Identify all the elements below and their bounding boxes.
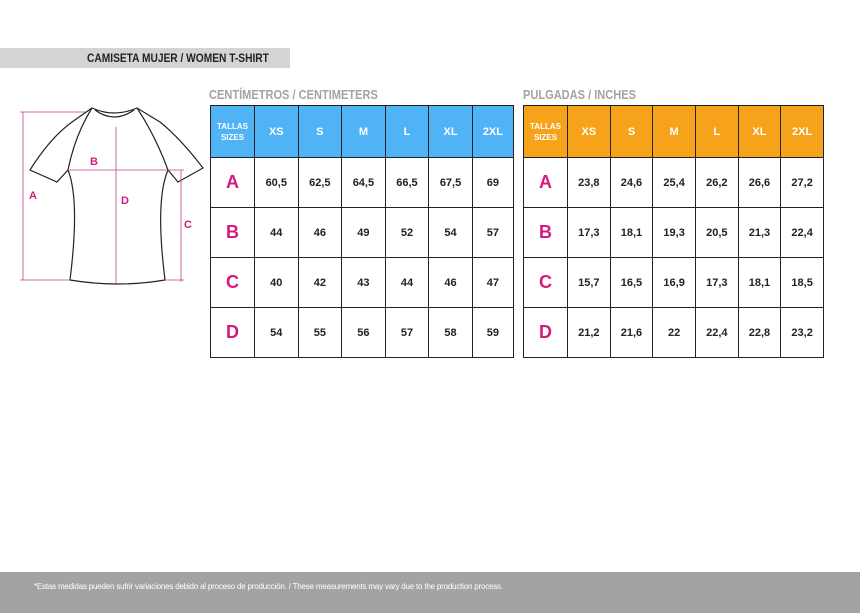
table-cell: 19,3 [652,207,696,258]
size-header: XS [254,105,299,158]
table-cell: 18,1 [609,207,654,258]
footer: *Estas medidas pueden sufrir variaciones… [0,572,860,613]
size-header: S [609,105,654,158]
measure-label: B [210,207,255,258]
size-header: 2XL [471,105,515,158]
table-cell: 17,3 [694,257,739,308]
table-cell: 18,5 [780,257,824,308]
table-row: B 44 46 49 52 54 57 [210,207,515,258]
tshirt-diagram: A B C D [20,107,204,285]
table-cell: 54 [428,207,473,258]
table-cell: 66,5 [384,157,430,208]
table-cell: 69 [471,157,515,208]
label-d: D [121,195,129,207]
measure-label: B [523,207,568,258]
table-row: B 17,3 18,1 19,3 20,5 21,3 22,4 [523,207,824,258]
cm-title: CENTÍMETROS / CENTIMETERS [209,87,378,102]
table-cell: 55 [297,307,343,358]
measure-label: C [523,257,568,308]
table-cell: 62,5 [297,157,343,208]
size-header: L [694,105,739,158]
cm-table: TALLAS SIZES XS S M L XL 2XL A 60,5 62,5 64,5 66,5 67… [210,105,515,358]
table-row: C 15,7 16,5 16,9 17,3 18,1 18,5 [523,257,824,308]
table-cell: 44 [384,257,430,308]
measure-label: A [523,157,568,208]
table-cell: 42 [297,257,343,308]
table-cell: 49 [341,207,386,258]
size-header: L [384,105,430,158]
size-header: M [341,105,386,158]
table-cell: 15,7 [567,257,611,308]
inches-table: TALLAS SIZES XS S M L XL 2XL A 23,8 24,6 25,4 26,2 26… [523,105,824,358]
table-cell: 22,8 [737,307,782,358]
size-header: XS [567,105,611,158]
table-cell: 58 [428,307,473,358]
header-row: TALLAS SIZES XS S M L XL 2XL [210,105,515,158]
tshirt-outline [29,107,204,285]
sizes-header: TALLAS SIZES [210,105,255,158]
table-row: D 54 55 56 57 58 59 [210,307,515,358]
label-b: B [90,156,98,168]
footnote: *Estas medidas pueden sufrir variaciones… [34,582,503,591]
table-row: D 21,2 21,6 22 22,4 22,8 23,2 [523,307,824,358]
table-cell: 16,9 [652,257,696,308]
table-cell: 64,5 [341,157,386,208]
table-cell: 18,1 [737,257,782,308]
measure-lines [20,111,184,285]
table-cell: 59 [471,307,515,358]
measure-label: D [210,307,255,358]
size-header: XL [737,105,782,158]
table-row: C 40 42 43 44 46 47 [210,257,515,308]
label-c: C [184,219,192,231]
size-header: S [297,105,343,158]
measure-label: C [210,257,255,308]
table-cell: 56 [341,307,386,358]
table-cell: 23,8 [567,157,611,208]
table-cell: 24,6 [609,157,654,208]
table-cell: 44 [254,207,299,258]
size-header: XL [428,105,473,158]
table-cell: 57 [384,307,430,358]
table-cell: 23,2 [780,307,824,358]
table-cell: 22,4 [780,207,824,258]
table-cell: 21,6 [609,307,654,358]
measure-label: A [210,157,255,208]
table-cell: 26,6 [737,157,782,208]
label-a: A [29,190,37,202]
table-row: A 23,8 24,6 25,4 26,2 26,6 27,2 [523,157,824,208]
table-cell: 67,5 [428,157,473,208]
title-bar: CAMISETA MUJER / WOMEN T-SHIRT [0,48,290,68]
table-cell: 22,4 [694,307,739,358]
size-header: 2XL [780,105,824,158]
table-cell: 46 [297,207,343,258]
table-cell: 43 [341,257,386,308]
table-cell: 21,3 [737,207,782,258]
header-row: TALLAS SIZES XS S M L XL 2XL [523,105,824,158]
table-cell: 21,2 [567,307,611,358]
table-cell: 47 [471,257,515,308]
table-cell: 40 [254,257,299,308]
table-cell: 25,4 [652,157,696,208]
table-cell: 26,2 [694,157,739,208]
sizes-header: TALLAS SIZES [523,105,568,158]
table-cell: 27,2 [780,157,824,208]
table-cell: 57 [471,207,515,258]
table-cell: 52 [384,207,430,258]
table-cell: 22 [652,307,696,358]
in-title: PULGADAS / INCHES [523,87,636,102]
table-cell: 46 [428,257,473,308]
table-cell: 17,3 [567,207,611,258]
table-cell: 60,5 [254,157,299,208]
table-cell: 16,5 [609,257,654,308]
measure-label: D [523,307,568,358]
table-cell: 20,5 [694,207,739,258]
table-cell: 54 [254,307,299,358]
page-title: CAMISETA MUJER / WOMEN T-SHIRT [87,51,269,65]
table-row: A 60,5 62,5 64,5 66,5 67,5 69 [210,157,515,208]
size-header: M [652,105,696,158]
